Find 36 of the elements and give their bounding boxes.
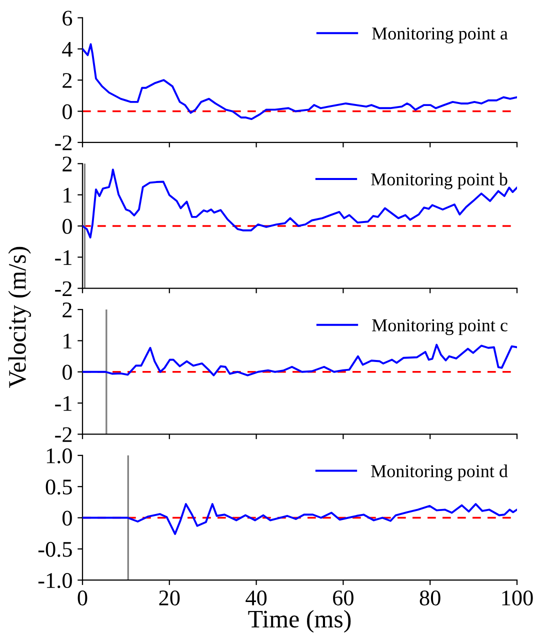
- x-tick-label: 40: [246, 590, 267, 606]
- y-tick-label: 2: [62, 73, 72, 88]
- x-axis-title: Time (ms): [248, 610, 351, 633]
- y-tick-label: -1.0: [38, 573, 72, 588]
- y-tick-label: 2: [62, 156, 72, 172]
- y-tick-label: -2: [55, 135, 72, 150]
- x-tick-label: 100: [502, 590, 533, 606]
- y-tick-label: -2: [55, 427, 72, 442]
- x-tick-label: 60: [333, 590, 354, 606]
- y-tick-label: -1: [55, 396, 72, 411]
- y-tick-label: 1.0: [46, 448, 72, 464]
- y-tick-label: 1: [64, 334, 72, 348]
- x-tick-label: 20: [159, 590, 180, 606]
- x-tick-label: 0: [78, 590, 88, 606]
- legend-label: Monitoring point b: [371, 172, 508, 190]
- y-tick-label: 0: [62, 364, 72, 380]
- y-tick-label: -0.5: [38, 542, 72, 557]
- y-tick-label: 1: [64, 188, 72, 203]
- y-tick-label: -1: [55, 250, 72, 265]
- legend-label: Monitoring point c: [372, 319, 508, 336]
- x-tick-label: 80: [420, 590, 440, 606]
- y-tick-label: 6: [62, 10, 72, 26]
- legend-label: Monitoring point a: [372, 27, 508, 44]
- y-tick-label: 0: [62, 218, 72, 234]
- y-tick-label: 0.5: [46, 480, 72, 495]
- line-series: [82, 43, 517, 120]
- line-series: [82, 344, 517, 376]
- line-series: [82, 168, 517, 238]
- y-tick-label: 2: [62, 302, 72, 318]
- y-tick-label: -2: [55, 281, 72, 296]
- y-tick-label: 0: [62, 510, 72, 526]
- y-tick-label: 0: [62, 104, 72, 120]
- y-tick-label: 4: [62, 42, 72, 57]
- legend-label: Monitoring point d: [371, 464, 508, 481]
- y-axis-title: Velocity (m/s): [8, 246, 31, 388]
- line-series: [82, 503, 517, 535]
